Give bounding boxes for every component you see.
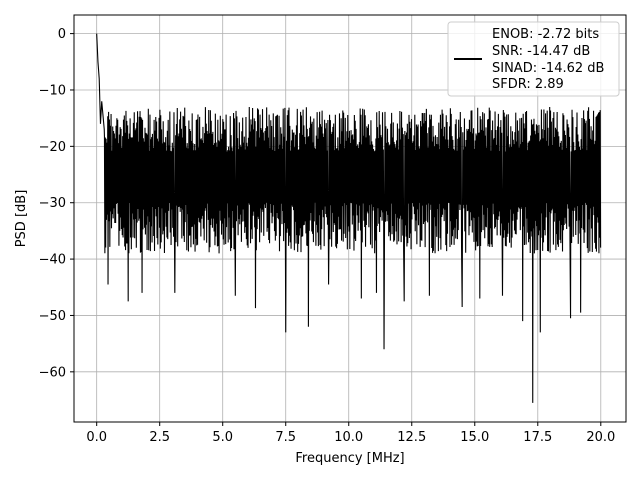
- psd-series-line: [96, 33, 602, 403]
- y-axis-label: PSD [dB]: [14, 190, 29, 248]
- x-axis-label: Frequency [MHz]: [295, 451, 404, 466]
- x-tick-label: 2.5: [149, 430, 170, 445]
- legend: ENOB: -2.72 bits SNR: -14.47 dB SINAD: -…: [447, 21, 620, 97]
- legend-enob: ENOB: -2.72 bits: [492, 27, 599, 42]
- x-tick-label: 5.0: [212, 430, 233, 445]
- x-tick-label: 12.5: [397, 430, 426, 445]
- legend-box: [447, 21, 620, 97]
- series-layer: [96, 33, 602, 403]
- x-tick-label: 15.0: [460, 430, 489, 445]
- x-tick-label: 7.5: [275, 430, 296, 445]
- legend-sinad: SINAD: -14.62 dB: [492, 61, 604, 76]
- y-tick-label: −40: [39, 253, 66, 268]
- axis-ticks: 0.0 2.5 5.0 7.5 10.0 12.5 15.0 17.5 20.0 0 −10 −20 −…: [39, 27, 616, 445]
- plot-frame: [73, 14, 627, 423]
- y-tick-label: −20: [39, 140, 66, 155]
- x-tick-label: 17.5: [523, 430, 552, 445]
- y-tick-label: −50: [39, 309, 66, 324]
- x-tick-label: 20.0: [586, 430, 615, 445]
- y-tick-label: −10: [39, 83, 66, 98]
- y-tick-label: −60: [39, 365, 66, 380]
- y-tick-label: −30: [39, 196, 66, 211]
- legend-sfdr: SFDR: 2.89: [492, 77, 564, 92]
- x-tick-label: 10.0: [334, 430, 363, 445]
- y-tick-label: 0: [58, 27, 66, 42]
- legend-snr: SNR: -14.47 dB: [492, 44, 590, 59]
- x-tick-label: 0.0: [86, 430, 107, 445]
